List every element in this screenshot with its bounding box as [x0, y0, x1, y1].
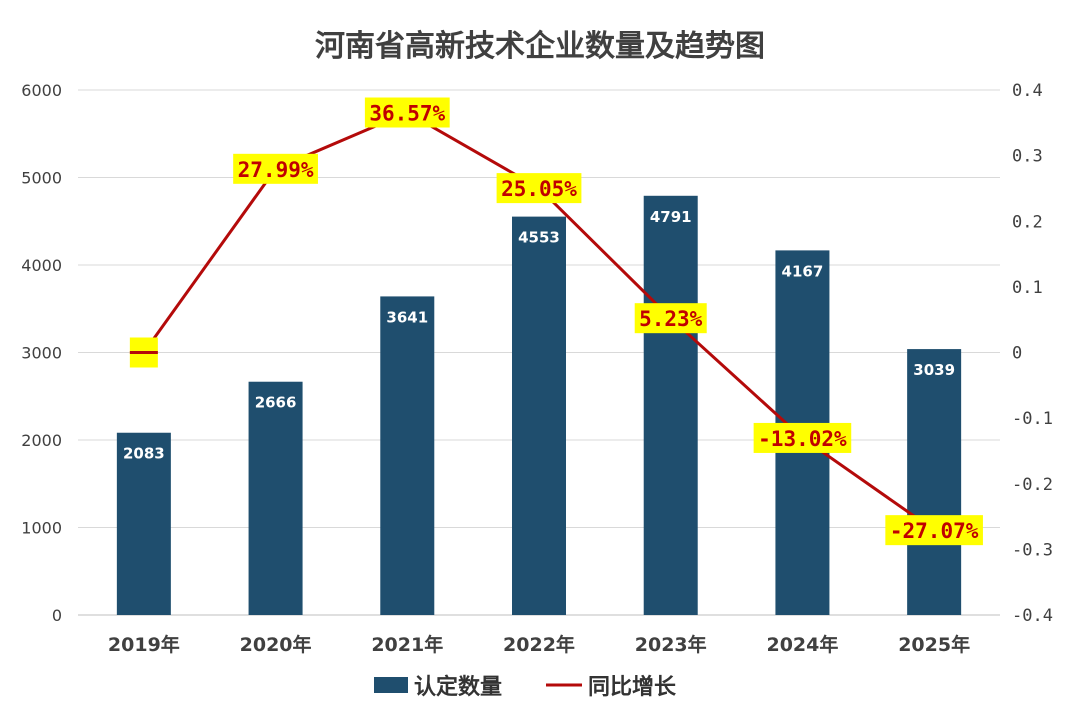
- line-label-highlight: [233, 153, 318, 184]
- y-right-tick-label: -0.1: [1012, 409, 1053, 429]
- chart-title: 河南省高新技术企业数量及趋势图: [315, 29, 765, 64]
- y-left-tick-label: 3000: [21, 344, 62, 363]
- bar: [512, 216, 566, 616]
- legend-bar-swatch: [374, 677, 408, 693]
- line-value-label: 36.57%: [369, 102, 445, 126]
- y-right-tick-label: -0.2: [1012, 475, 1053, 495]
- line-label-highlight: [496, 173, 582, 204]
- x-tick-label: 2023年: [635, 633, 707, 656]
- line-label-highlight: [634, 303, 707, 334]
- bar-value-label: 4167: [782, 262, 824, 280]
- bar-value-label: 4553: [518, 229, 560, 247]
- line-label-highlight: [364, 97, 450, 128]
- y-left-tick-label: 6000: [21, 81, 62, 100]
- legend: 认定数量 同比增长: [374, 674, 677, 700]
- bar-value-label: 3641: [386, 308, 428, 326]
- bar: [248, 381, 303, 615]
- y-axis-right: -0.4 -0.3 -0.2 -0.1 0 0.1 0.2 0.3 0.4: [1012, 81, 1053, 626]
- line-value-label: 5.23%: [639, 307, 703, 331]
- y-left-tick-label: 1000: [21, 519, 62, 538]
- y-left-tick-label: 4000: [21, 256, 62, 275]
- y-left-tick-label: 2000: [21, 431, 62, 450]
- x-tick-label: 2020年: [240, 633, 312, 656]
- line-value-label: -13.02%: [758, 427, 847, 451]
- line-series: 27.99% 36.57% 25.05% 5.23% -13.02% -27.07%: [129, 97, 983, 546]
- x-tick-label: 2019年: [108, 633, 180, 656]
- bar: [116, 432, 171, 615]
- y-axis-left: 0 1000 2000 3000 4000 5000 6000: [21, 81, 62, 625]
- line-value-label: 25.05%: [501, 177, 577, 201]
- line-value-label: 27.99%: [238, 158, 314, 182]
- y-right-tick-label: 0: [1012, 344, 1022, 364]
- legend-bar-label: 认定数量: [414, 674, 502, 700]
- bar-value-label: 4791: [650, 208, 692, 226]
- bar-value-label: 2083: [123, 445, 165, 463]
- y-right-tick-label: 0.4: [1012, 81, 1043, 101]
- bar-series: 2083 2666 3641 4553 4791 4167 3039: [116, 195, 962, 616]
- y-left-tick-label: 5000: [21, 169, 62, 188]
- bar: [643, 195, 698, 615]
- y-right-tick-label: 0.1: [1012, 278, 1043, 298]
- x-tick-label: 2021年: [371, 633, 443, 656]
- legend-line-label: 同比增长: [588, 674, 677, 700]
- y-right-tick-label: 0.3: [1012, 147, 1043, 167]
- x-tick-label: 2024年: [766, 633, 838, 656]
- y-left-tick-label: 0: [52, 606, 62, 625]
- y-right-tick-label: -0.4: [1012, 606, 1053, 626]
- bar-value-label: 3039: [913, 361, 955, 379]
- line-label-highlight: [885, 515, 983, 546]
- line-label-highlight: [753, 422, 852, 453]
- y-right-tick-label: -0.3: [1012, 540, 1053, 560]
- line-value-label: -27.07%: [890, 519, 979, 543]
- y-right-tick-label: 0.2: [1012, 212, 1043, 232]
- bar: [380, 296, 435, 615]
- x-tick-label: 2022年: [503, 633, 575, 656]
- x-axis: 2019年 2020年 2021年 2022年 2023年 2024年 2025年: [108, 633, 970, 656]
- bar: [907, 349, 962, 615]
- x-tick-label: 2025年: [898, 633, 970, 656]
- bar-value-label: 2666: [255, 394, 297, 412]
